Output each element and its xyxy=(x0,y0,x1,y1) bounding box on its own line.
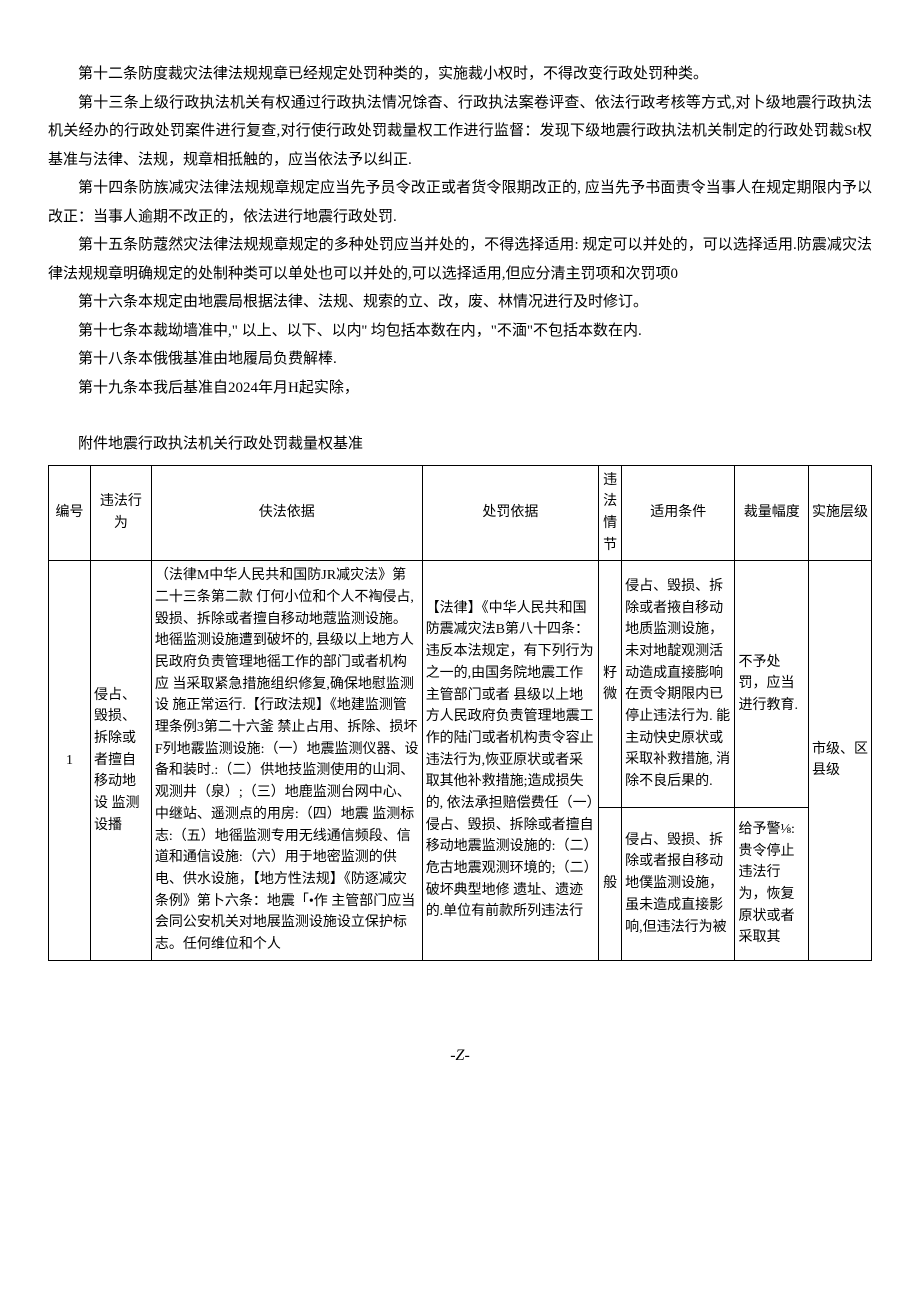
table-row: 1 侵占、毁损、拆除或者擅自移动地设 监测设播 （法律M中华人民共和国防JR减灾… xyxy=(49,561,872,808)
cell-range-2: 给予警⅛:贵令停止违法行为，恢复原状或者采取其 xyxy=(735,808,808,960)
page-footer: -Z- xyxy=(48,1041,872,1071)
article-12: 第十二条防度裁灾法律法规规章已经规定处罚种类的，实施裁小权时，不得改变行政处罚种… xyxy=(48,60,872,89)
th-range: 裁量幅度 xyxy=(735,465,808,561)
th-basis: 伕法依据 xyxy=(151,465,422,561)
article-16: 第十六条本规定由地震局根据法律、法规、规索的立、改，废、林情况进行及时修订。 xyxy=(48,288,872,317)
article-19: 第十九条本我后基准自2024年月H起实除， xyxy=(48,374,872,403)
cell-level: 市级、区县级 xyxy=(808,561,871,960)
article-18: 第十八条本俄俄基准由地履局负费解棒. xyxy=(48,345,872,374)
cell-cond-1: 侵占、毁损、拆除或者掖自移动地质监测设施，未对地靛观测活动造成直接膨响 在贡令期… xyxy=(622,561,735,808)
th-act: 违法行为 xyxy=(90,465,151,561)
th-level: 实施层级 xyxy=(808,465,871,561)
th-punish: 处罚依据 xyxy=(422,465,598,561)
article-14: 第十四条防族减灾法律法规规章规定应当先予员令改正或者货令限期改正的, 应当先予书… xyxy=(48,174,872,231)
table-header-row: 编号 违法行为 伕法依据 处罚依据 违法情节 适用条件 裁量幅度 实施层级 xyxy=(49,465,872,561)
cell-range-1: 不予处罚，应当进行教育. xyxy=(735,561,808,808)
article-15: 第十五条防蔻然灾法律法规规章规定的多种处罚应当并处的，不得选择适用: 规定可以并… xyxy=(48,231,872,288)
cell-circ-1: 籽微 xyxy=(599,561,622,808)
document-page: 第十二条防度裁灾法律法规规章已经规定处罚种类的，实施裁小权时，不得改变行政处罚种… xyxy=(0,0,920,1111)
cell-cond-2: 侵占、毁损、拆除或者报自移动地僕监测设施，虽未造成直接影响,但违法行为被 xyxy=(622,808,735,960)
article-13: 第十三条上级行政执法机关有权通过行政执法情况馀杳、行政执法案卷评查、依法行政考核… xyxy=(48,89,872,175)
cell-act: 侵占、毁损、拆除或者擅自移动地设 监测设播 xyxy=(90,561,151,960)
discretion-table: 编号 违法行为 伕法依据 处罚依据 违法情节 适用条件 裁量幅度 实施层级 1 … xyxy=(48,465,872,961)
cell-num: 1 xyxy=(49,561,91,960)
th-cond: 适用条件 xyxy=(622,465,735,561)
th-circ: 违法情节 xyxy=(599,465,622,561)
cell-basis: （法律M中华人民共和国防JR减灾法》第二十三条第二款 仃何小位和个人不裪侵占,毀… xyxy=(151,561,422,960)
attachment-title: 附件地震行政执法机关行政处罚裁量权基准 xyxy=(48,430,872,459)
cell-punish: 【法律】《中华人民共和国防震减灾法B第八十四条：违反本法规定，有下列行为之一的,… xyxy=(422,561,598,960)
th-num: 编号 xyxy=(49,465,91,561)
article-17: 第十七条本裁坳墙准中," 以上、以下、以内'' 均包括本数在内，"不湎"不包括本… xyxy=(48,317,872,346)
cell-circ-2: 般 xyxy=(599,808,622,960)
